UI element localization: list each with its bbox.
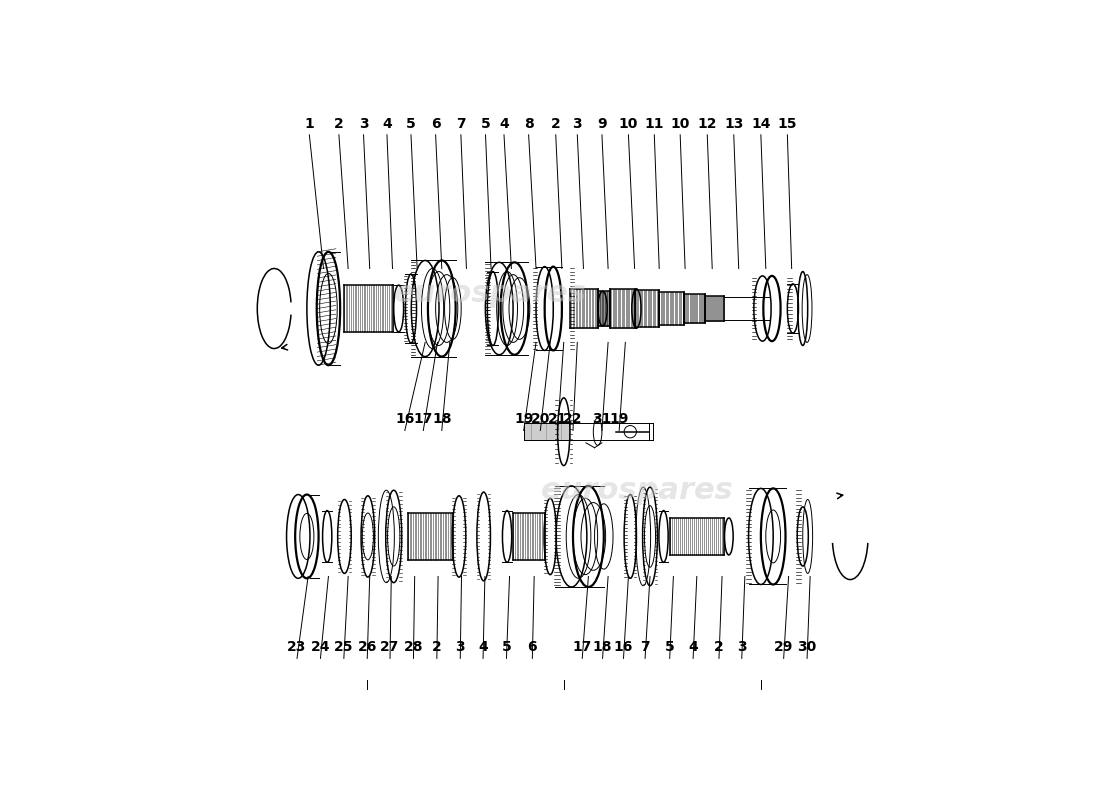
Text: 12: 12 — [697, 117, 717, 130]
Text: 29: 29 — [774, 640, 793, 654]
Text: 5: 5 — [664, 640, 674, 654]
Text: 22: 22 — [563, 413, 583, 426]
Text: 18: 18 — [432, 413, 451, 426]
Text: 25: 25 — [334, 640, 353, 654]
Text: 7: 7 — [640, 640, 650, 654]
Text: 30: 30 — [798, 640, 816, 654]
Text: 20: 20 — [530, 413, 550, 426]
Text: 2: 2 — [551, 117, 561, 130]
Text: 17: 17 — [572, 640, 592, 654]
Text: 24: 24 — [310, 640, 330, 654]
Text: 1: 1 — [305, 117, 315, 130]
Text: 8: 8 — [524, 117, 534, 130]
Text: 23: 23 — [287, 640, 307, 654]
Text: 2: 2 — [334, 117, 344, 130]
Text: 3: 3 — [572, 117, 582, 130]
Text: 4: 4 — [382, 117, 392, 130]
Text: 3: 3 — [455, 640, 465, 654]
Text: 18: 18 — [593, 640, 613, 654]
Text: 5: 5 — [406, 117, 416, 130]
Text: 19: 19 — [609, 413, 629, 426]
Text: 31: 31 — [592, 413, 612, 426]
Text: 14: 14 — [751, 117, 771, 130]
Text: 5: 5 — [502, 640, 512, 654]
Text: 2: 2 — [432, 640, 442, 654]
Text: 19: 19 — [514, 413, 534, 426]
Text: 15: 15 — [778, 117, 798, 130]
Text: 9: 9 — [597, 117, 607, 130]
Text: 27: 27 — [381, 640, 399, 654]
Text: 17: 17 — [414, 413, 433, 426]
Text: 13: 13 — [724, 117, 744, 130]
Text: 2: 2 — [714, 640, 724, 654]
Text: 26: 26 — [358, 640, 377, 654]
Text: eurospares: eurospares — [394, 278, 586, 308]
Text: 5: 5 — [481, 117, 491, 130]
Text: 4: 4 — [689, 640, 698, 654]
Text: 3: 3 — [359, 117, 369, 130]
Text: 3: 3 — [737, 640, 747, 654]
Text: 16: 16 — [395, 413, 415, 426]
Text: 10: 10 — [671, 117, 690, 130]
Text: eurospares: eurospares — [541, 476, 734, 505]
Text: 6: 6 — [431, 117, 440, 130]
Text: 21: 21 — [548, 413, 568, 426]
Text: 4: 4 — [478, 640, 488, 654]
Text: 28: 28 — [404, 640, 424, 654]
Text: 16: 16 — [614, 640, 634, 654]
Text: 11: 11 — [645, 117, 664, 130]
Text: 4: 4 — [499, 117, 509, 130]
Text: 10: 10 — [618, 117, 638, 130]
Text: 7: 7 — [456, 117, 465, 130]
Text: 6: 6 — [528, 640, 537, 654]
